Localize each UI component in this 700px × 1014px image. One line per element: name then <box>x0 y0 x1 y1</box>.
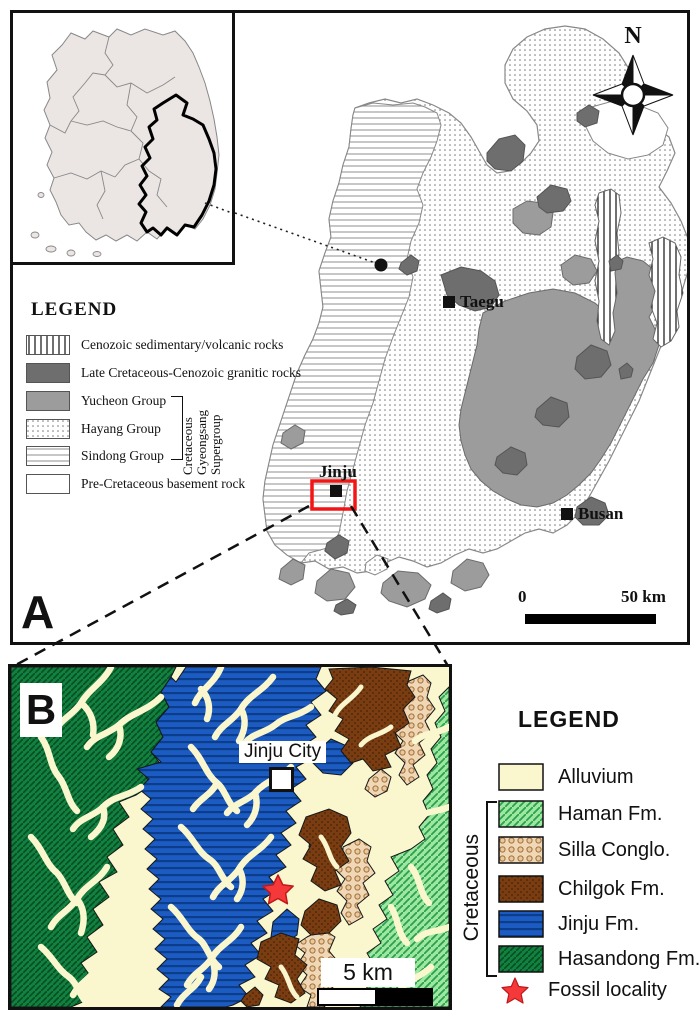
city-marker-square <box>561 508 573 520</box>
legend-a-item: Yucheon Group <box>26 391 166 411</box>
legend-b-item: Hasandong Fm. <box>498 945 700 973</box>
cretaceous-rotated-text: Cretaceous <box>460 808 484 968</box>
fossil-locality-star <box>262 874 294 905</box>
swatch-alluvium <box>498 763 544 791</box>
granitic-rocks <box>324 104 634 560</box>
chilgok-fm-areas <box>240 667 416 1007</box>
swatch-hayang <box>26 419 70 439</box>
legend-a-label: Cenozoic sedimentary/volcanic rocks <box>81 337 284 352</box>
city-name: Taegu <box>460 292 504 311</box>
swatch-haman <box>498 800 544 828</box>
supergroup-rotated-text: Cretaceous Gyeongsang Supergroup <box>180 385 223 475</box>
connector-dot <box>374 258 388 272</box>
legend-b-label: Silla Conglo. <box>558 838 671 861</box>
cenozoic-strip <box>594 188 622 346</box>
jinju-city-label: Jinju City <box>239 741 327 763</box>
south-korea-outline <box>43 28 220 242</box>
panel-b-detail-map: B Jinju City 5 km <box>8 664 452 1010</box>
legend-b-item: Alluvium <box>498 763 634 791</box>
bracket-line: Cretaceous <box>180 417 195 475</box>
swatch-chilgok <box>498 875 544 903</box>
legend-b-label: Alluvium <box>558 765 634 788</box>
north-label: N <box>624 23 642 49</box>
swatch-yucheon <box>26 391 70 411</box>
city-marker-square <box>443 296 455 308</box>
legend-b-label: Chilgok Fm. <box>558 877 665 900</box>
legend-b-title: LEGEND <box>518 706 620 732</box>
scale-b-bar <box>317 988 433 1006</box>
scale-a-zero: 0 <box>518 587 527 606</box>
city-name: Jinju <box>319 462 357 481</box>
panel-a-regional-map: LEGEND Cenozoic sedimentary/volcanic roc… <box>10 10 690 645</box>
swatch-jinju-fm <box>498 910 544 938</box>
legend-a-label: Hayang Group <box>81 421 161 436</box>
yucheon-blob <box>280 424 306 450</box>
city-label-busan: Busan <box>561 504 623 524</box>
swatch-basement <box>26 474 70 494</box>
legend-b-item: Silla Conglo. <box>498 836 670 864</box>
legend-a-title: LEGEND <box>31 299 118 320</box>
legend-a-label: Sindong Group <box>81 448 164 463</box>
gyeongsang-basin-outline <box>137 93 218 237</box>
fossil-locality-row: Fossil locality <box>500 976 667 1004</box>
jinju-area-geologic-map <box>11 667 449 1007</box>
jinju-marker-square <box>330 485 342 497</box>
cretaceous-bracket <box>486 801 497 977</box>
yucheon-blob <box>560 254 598 286</box>
legend-b-label: Hasandong Fm. <box>558 947 700 970</box>
legend-a-item: Sindong Group <box>26 446 164 466</box>
legend-b-label: Haman Fm. <box>558 802 663 825</box>
fossil-star-icon <box>501 977 529 1004</box>
swatch-sindong <box>26 446 70 466</box>
panel-a-letter: A <box>21 586 55 638</box>
scale-a-bar <box>525 614 656 624</box>
inset-connector-dotted-line <box>234 212 382 266</box>
bracket-line: Gyeongsang <box>194 410 209 475</box>
korea-inset-map <box>10 10 235 265</box>
bracket-label: Cretaceous <box>460 834 483 942</box>
panel-b-letter: B <box>20 683 62 737</box>
scale-b-label: 5 km <box>321 958 415 987</box>
legend-a-label: Yucheon Group <box>81 393 167 408</box>
legend-a-item: Hayang Group <box>26 419 161 439</box>
alluvium-channels <box>27 667 449 1007</box>
compass-rose <box>592 54 674 136</box>
swatch-hasandong <box>498 945 544 973</box>
south-islands <box>278 554 490 616</box>
fossil-label: Fossil locality <box>548 978 667 1001</box>
inset-islands <box>30 192 102 257</box>
legend-a-label: Late Cretaceous-Cenozoic granitic rocks <box>81 365 302 380</box>
legend-b-item: Jinju Fm. <box>498 910 639 938</box>
legend-b-label: Jinju Fm. <box>558 912 640 935</box>
swatch-granitic <box>26 363 70 383</box>
legend-b-item: Haman Fm. <box>498 800 662 828</box>
supergroup-bracket <box>171 396 183 460</box>
bracket-line: Supergroup <box>208 414 223 475</box>
cenozoic-strip <box>648 236 684 348</box>
swatch-silla <box>498 836 544 864</box>
legend-a-label: Pre-Cretaceous basement rock <box>81 476 246 491</box>
legend-a-item: Pre-Cretaceous basement rock <box>26 474 245 494</box>
legend-a-item: Cenozoic sedimentary/volcanic rocks <box>26 335 283 355</box>
study-area-rect <box>310 479 357 511</box>
jinju-city-marker <box>269 767 294 792</box>
swatch-cenozoic <box>26 335 70 355</box>
gyeongsang-basin-map <box>234 25 687 616</box>
city-name: Busan <box>578 504 624 523</box>
city-label-taegu: Taegu <box>443 292 504 312</box>
legend-a-item: Late Cretaceous-Cenozoic granitic rocks <box>26 363 301 383</box>
scale-a-max: 50 km <box>621 587 666 606</box>
city-label-jinju: Jinju <box>319 462 357 482</box>
province-borders <box>49 36 176 220</box>
legend-b-item: Chilgok Fm. <box>498 875 665 903</box>
